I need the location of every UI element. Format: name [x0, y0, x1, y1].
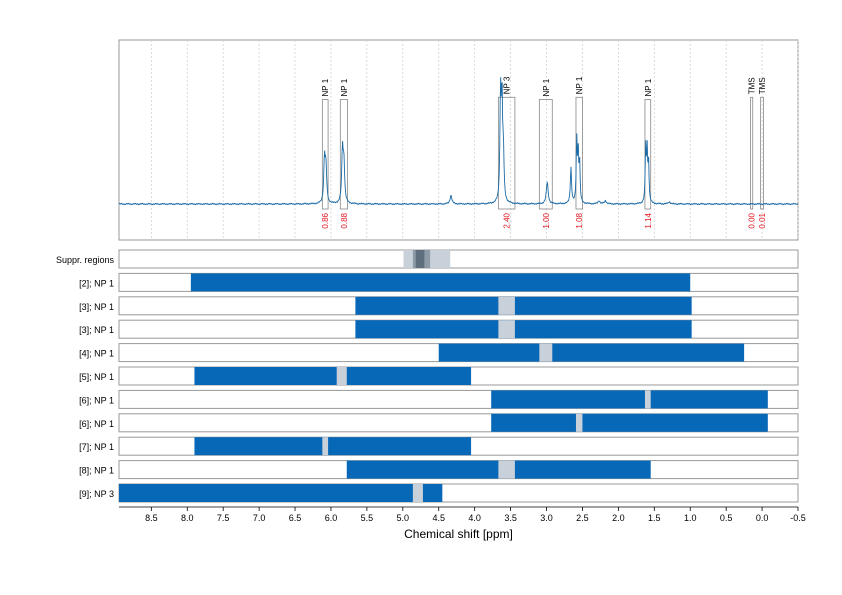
track-bar	[491, 413, 768, 432]
track-gap	[498, 320, 515, 339]
suppression-row-label: Suppr. regions	[56, 255, 115, 265]
peak-integral-label: 0.88	[340, 212, 349, 228]
track-gap	[336, 367, 347, 385]
tracks-panel: Suppr. regions [2]; NP 1 [3]; NP 1 [3]; NP …	[56, 249, 799, 503]
spectrum-panel: NP 1 0.86 NP 1 0.88 NP 3 2.40 NP 1 1.00 NP 1 1.08…	[118, 39, 799, 241]
x-tick-label: 3.0	[540, 513, 553, 523]
peak-region-label: NP 1	[575, 76, 584, 94]
spectrum-line	[118, 77, 799, 206]
peak-region-label: TMS	[758, 77, 767, 94]
suppression-row-frame	[118, 249, 799, 269]
track-label: [7]; NP 1	[79, 442, 114, 452]
track-label: [6]; NP 1	[79, 419, 114, 429]
peak-region-label: TMS	[748, 77, 757, 94]
track-label: [6]; NP 1	[79, 395, 114, 405]
x-axis-label: Chemical shift [ppm]	[404, 527, 513, 541]
x-tick-label: 2.5	[576, 513, 589, 523]
track-bar	[491, 390, 768, 409]
x-tick-label: -0.5	[790, 513, 806, 523]
x-tick-label: 0.0	[756, 513, 769, 523]
x-tick-label: 7.0	[253, 513, 266, 523]
x-axis: 8.5 8.0 7.5 7.0 6.5 6.0 5.5 5.0 4.5 4.0 3.5 3.0 2.5 2…	[119, 506, 806, 523]
peak-region-label: NP 1	[644, 78, 653, 96]
track-label: [5]; NP 1	[79, 372, 114, 382]
track-gap	[539, 343, 553, 362]
track-gap	[498, 296, 515, 315]
x-tick-label: 2.0	[612, 513, 625, 523]
x-tick-label: 7.5	[217, 513, 230, 523]
peak-integral-label: 1.00	[542, 212, 551, 228]
x-tick-label: 5.0	[397, 513, 410, 523]
x-tick-label: 0.5	[720, 513, 733, 523]
track-label: [4]; NP 1	[79, 349, 114, 359]
peak-region-label: NP 3	[503, 76, 512, 94]
x-tick-label: 5.5	[361, 513, 374, 523]
peak-region-box	[750, 96, 754, 210]
peak-region-box	[644, 99, 652, 210]
peak-region-box	[339, 99, 348, 210]
peak-region-label: NP 1	[340, 78, 349, 96]
track-label: [9]; NP 3	[79, 489, 114, 499]
peak-region-label: NP 1	[321, 78, 330, 96]
peak-region-label: NP 1	[542, 78, 551, 96]
x-tick-label: 8.0	[181, 513, 194, 523]
spectrum-frame	[118, 39, 799, 241]
peak-integral-label: 1.08	[575, 212, 584, 228]
x-tick-label: 6.0	[325, 513, 338, 523]
x-tick-label: 4.5	[432, 513, 445, 523]
track-label: [8]; NP 1	[79, 466, 114, 476]
x-tick-label: 3.5	[504, 513, 517, 523]
track-bar	[355, 320, 692, 339]
track-gap	[644, 390, 651, 409]
peak-region-box	[538, 99, 553, 210]
track-label: [3]; NP 1	[79, 302, 114, 312]
x-tick-label: 8.5	[145, 513, 158, 523]
track-bar	[194, 367, 472, 385]
x-tick-label: 6.5	[289, 513, 302, 523]
track-gap	[322, 437, 329, 456]
track-gap	[412, 484, 423, 502]
x-tick-label: 1.5	[648, 513, 661, 523]
peak-integral-label: 2.40	[503, 212, 512, 228]
track-bar	[438, 343, 745, 362]
x-tick-label: 1.0	[684, 513, 697, 523]
track-gap	[575, 413, 583, 432]
peak-integral-label: 0.00	[748, 212, 757, 228]
track-gap	[498, 460, 515, 479]
peak-region-box	[760, 96, 764, 210]
x-tick-label: 4.0	[468, 513, 481, 523]
peak-region-box	[497, 96, 516, 210]
peak-integral-label: 0.01	[758, 212, 767, 228]
peak-integral-label: 1.14	[644, 212, 653, 228]
track-bar	[355, 296, 692, 315]
suppression-region-core	[415, 250, 425, 268]
track-bar	[194, 437, 472, 456]
track-bar	[119, 484, 443, 502]
track-bar	[190, 273, 691, 292]
track-label: [3]; NP 1	[79, 325, 114, 335]
peak-integral-label: 0.86	[321, 212, 330, 228]
peak-region-box	[321, 99, 329, 210]
track-label: [2]; NP 1	[79, 278, 114, 288]
